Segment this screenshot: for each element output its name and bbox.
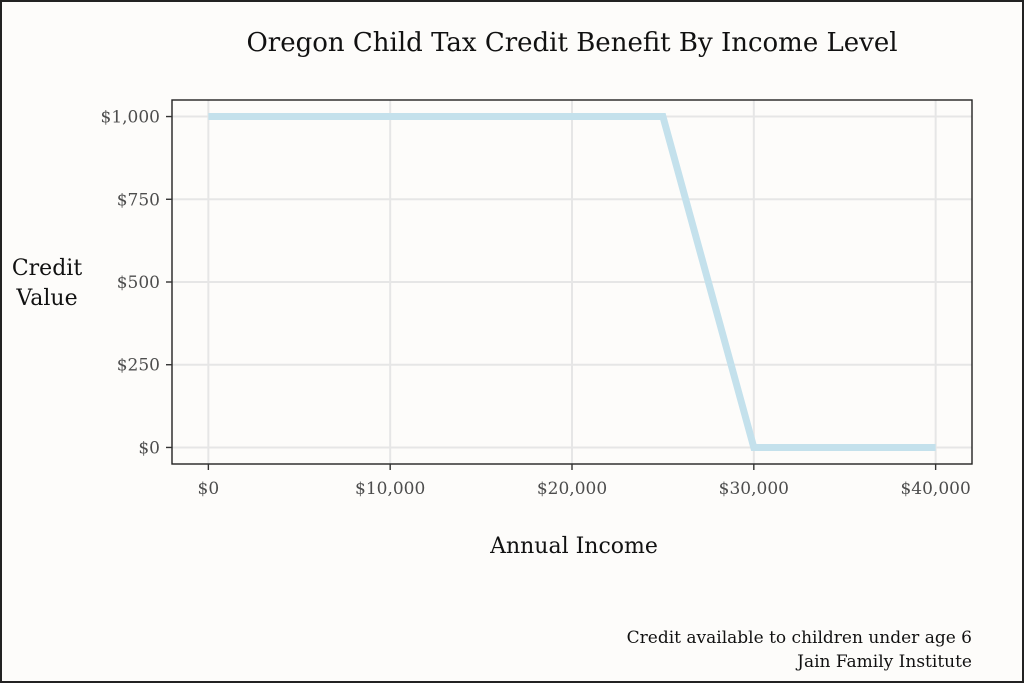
x-tick-label: $10,000: [355, 479, 425, 499]
y-axis-label-line-2: Value: [16, 286, 78, 311]
caption-line-1: Credit available to children under age 6: [626, 628, 972, 648]
y-tick-label: $250: [117, 356, 160, 376]
x-tick-label: $20,000: [537, 479, 607, 499]
x-tick-label: $30,000: [719, 479, 789, 499]
x-axis-label: Annual Income: [490, 534, 658, 559]
series-line: [208, 113, 936, 451]
y-axis-label-line-1: Credit: [11, 256, 83, 281]
chart-title: Oregon Child Tax Credit Benefit By Incom…: [246, 28, 898, 58]
y-tick-label: $0: [138, 438, 160, 458]
y-axis-label: Credit Value: [2, 254, 92, 314]
y-tick-label: $1,000: [101, 108, 160, 128]
x-tick-label: $40,000: [900, 479, 970, 499]
caption: Credit available to children under age 6…: [627, 626, 972, 674]
y-tick-label: $500: [117, 273, 160, 293]
y-tick-label: $750: [117, 190, 160, 210]
x-tick-label: $0: [198, 479, 220, 499]
caption-line-2: Jain Family Institute: [797, 652, 972, 672]
